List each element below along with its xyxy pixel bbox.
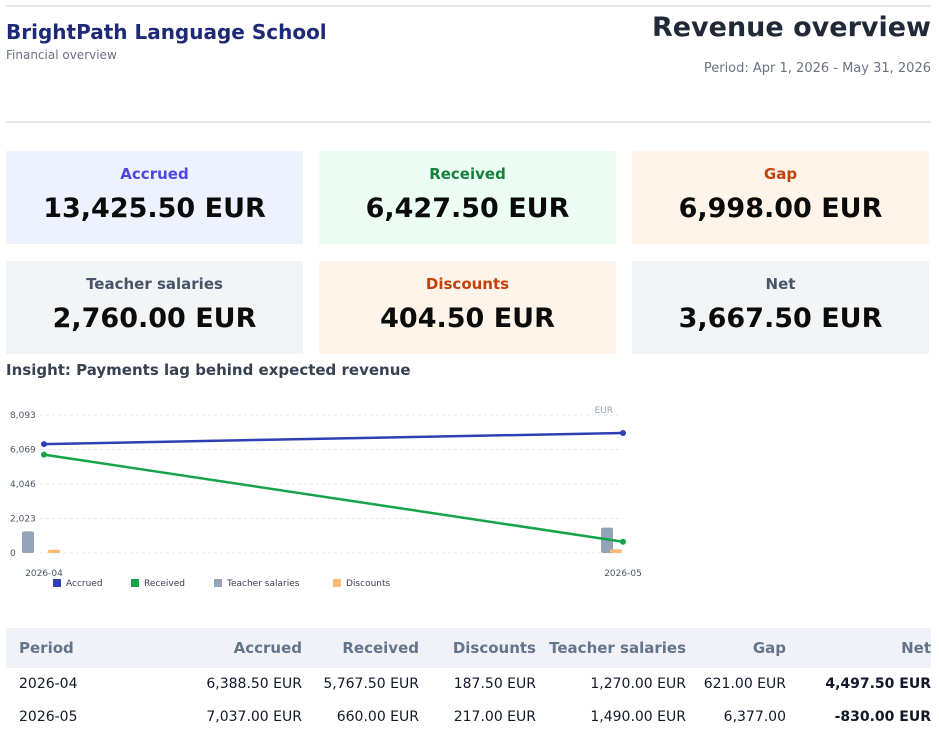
- bar-discounts: [48, 549, 60, 553]
- legend-swatch: [333, 579, 341, 587]
- y-tick-label: 8,093: [10, 411, 36, 421]
- card-teacher-salaries: Teacher salaries 2,760.00 EUR: [6, 261, 303, 354]
- legend-label: Teacher salaries: [226, 579, 300, 589]
- card-label: Teacher salaries: [86, 275, 223, 293]
- period-range: Period: Apr 1, 2026 - May 31, 2026: [703, 61, 931, 76]
- insight-heading: Insight: Payments lag behind expected re…: [6, 361, 411, 379]
- cell-period: 2026-04: [19, 676, 78, 692]
- y-tick-label: 2,023: [10, 515, 36, 525]
- revenue-table: Period Accrued Received Discounts Teache…: [6, 628, 931, 734]
- card-value: 404.50 EUR: [380, 303, 555, 334]
- cell-gap: 6,377.00: [723, 709, 786, 725]
- card-received: Received 6,427.50 EUR: [319, 151, 616, 244]
- y-tick-label: 0: [10, 549, 16, 559]
- bar-discounts: [610, 549, 622, 553]
- card-value: 6,998.00 EUR: [678, 193, 883, 224]
- card-value: 6,427.50 EUR: [365, 193, 570, 224]
- header-divider: [6, 121, 931, 123]
- table-row: 2026-05 7,037.00 EUR 660.00 EUR 217.00 E…: [6, 701, 931, 734]
- cell-net: 4,497.50 EUR: [825, 676, 931, 692]
- cell-received: 660.00 EUR: [336, 709, 419, 725]
- card-label: Gap: [763, 165, 798, 183]
- column-header-discounts: Discounts: [452, 639, 536, 657]
- column-header-accrued: Accrued: [233, 639, 302, 657]
- column-header-gap: Gap: [752, 639, 786, 657]
- cell-accrued: 7,037.00 EUR: [206, 709, 302, 725]
- point-received: [41, 451, 47, 458]
- legend-swatch: [214, 579, 222, 587]
- top-divider: [6, 5, 931, 7]
- point-received: [620, 538, 626, 545]
- legend-label: Discounts: [346, 579, 391, 589]
- page-title: Revenue overview: [651, 12, 931, 43]
- line-received: [43, 453, 624, 543]
- column-header-teacher-salaries: Teacher salaries: [549, 639, 686, 657]
- cell-gap: 621.00 EUR: [703, 676, 786, 692]
- column-header-period: Period: [19, 639, 74, 657]
- bar-teacher-salaries: [22, 531, 34, 553]
- legend-swatch: [131, 579, 139, 587]
- legend-label: Accrued: [66, 579, 103, 589]
- table-header: Period Accrued Received Discounts Teache…: [6, 628, 931, 668]
- line-accrued: [43, 431, 624, 446]
- cell-discounts: 187.50 EUR: [453, 676, 536, 692]
- column-header-received: Received: [342, 639, 419, 657]
- legend-swatch: [53, 579, 61, 587]
- column-header-net: Net: [901, 639, 931, 657]
- y-tick-label: 4,046: [10, 480, 36, 490]
- subtitle: Financial overview: [6, 48, 117, 62]
- card-net: Net 3,667.50 EUR: [632, 261, 929, 354]
- card-accrued: Accrued 13,425.50 EUR: [6, 151, 303, 244]
- cell-net: -830.00 EUR: [834, 709, 931, 725]
- card-label: Net: [765, 275, 796, 293]
- card-discounts: Discounts 404.50 EUR: [319, 261, 616, 354]
- card-value: 3,667.50 EUR: [678, 303, 883, 334]
- x-tick-label: 2026-05: [604, 569, 642, 579]
- legend-label: Received: [144, 579, 185, 589]
- card-label: Received: [429, 165, 506, 183]
- point-accrued: [620, 430, 626, 437]
- school-name: BrightPath Language School: [6, 20, 327, 44]
- cell-period: 2026-05: [19, 709, 78, 725]
- cell-teacher-salaries: 1,270.00 EUR: [590, 676, 686, 692]
- cell-received: 5,767.50 EUR: [323, 676, 419, 692]
- unit-label: EUR: [594, 406, 613, 416]
- cell-accrued: 6,388.50 EUR: [206, 676, 302, 692]
- card-value: 2,760.00 EUR: [52, 303, 257, 334]
- cell-teacher-salaries: 1,490.00 EUR: [590, 709, 686, 725]
- table-row: 2026-04 6,388.50 EUR 5,767.50 EUR 187.50…: [6, 668, 931, 701]
- card-label: Accrued: [120, 165, 189, 183]
- point-accrued: [41, 441, 47, 448]
- revenue-chart: 8,093 6,069 4,046 2,023 0 EUR 2026-04 2026-05 Ac…: [10, 406, 642, 589]
- x-tick-label: 2026-04: [25, 569, 63, 579]
- card-label: Discounts: [425, 275, 510, 293]
- cell-discounts: 217.00 EUR: [453, 709, 536, 725]
- card-value: 13,425.50 EUR: [43, 193, 266, 224]
- y-tick-label: 6,069: [10, 446, 36, 456]
- card-gap: Gap 6,998.00 EUR: [632, 151, 929, 244]
